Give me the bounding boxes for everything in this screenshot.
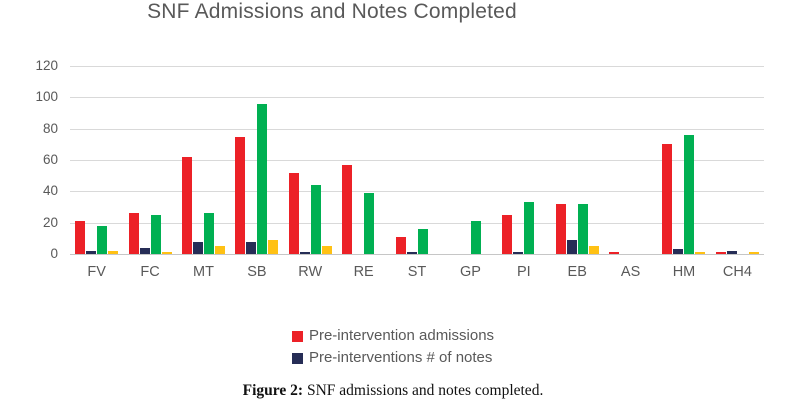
bar-group-st <box>390 66 443 254</box>
bar <box>97 225 108 254</box>
bar <box>86 250 97 254</box>
bar-group-rw <box>284 66 337 254</box>
x-tick-label-st: ST <box>407 264 427 280</box>
bar <box>310 185 321 254</box>
bar <box>288 172 299 254</box>
bar-series <box>70 66 764 254</box>
legend-label: Pre-interventions # of notes <box>308 349 493 366</box>
x-tick-label-hm: HM <box>672 264 696 280</box>
legend-stack: Pre-intervention admissions Pre-intervent… <box>291 326 495 368</box>
x-tick-label-mt: MT <box>193 264 214 280</box>
bar-group-gp <box>444 66 497 254</box>
bar <box>609 252 620 254</box>
gridline-60 <box>70 160 764 161</box>
bar <box>513 252 524 254</box>
bar <box>417 228 428 254</box>
y-tick-label: 80 <box>42 120 58 136</box>
x-tick-label-ch4: CH4 <box>722 264 752 280</box>
bar <box>395 236 406 254</box>
legend-item: Pre-intervention admissions <box>291 326 495 346</box>
y-tick-label: 0 <box>50 246 58 261</box>
x-tick-label-eb: EB <box>567 264 587 280</box>
bar <box>321 246 332 254</box>
bar-group-sb <box>230 66 283 254</box>
bar <box>684 134 695 254</box>
caption-label: Figure 2: <box>242 382 304 399</box>
x-axis-labels: FV FC MT SB RW RE ST GP PI EB AS HM CH4 <box>70 264 764 280</box>
bar <box>748 252 759 254</box>
x-tick-label-sb: SB <box>247 264 267 280</box>
bar-group-ch4 <box>711 66 764 254</box>
bar <box>75 221 86 254</box>
bar <box>150 214 161 254</box>
bar <box>364 192 375 254</box>
bar <box>726 250 737 254</box>
bar <box>235 136 246 254</box>
bar-group-fv <box>70 66 123 254</box>
bar-group-hm <box>657 66 710 254</box>
bar-group-as <box>604 66 657 254</box>
y-tick-label: 40 <box>42 183 58 199</box>
y-tick-label: 20 <box>42 214 58 230</box>
bar <box>715 252 726 254</box>
x-tick-label-pi: PI <box>516 264 531 280</box>
legend-label: Pre-intervention admissions <box>308 327 495 344</box>
x-tick-label-rw: RW <box>298 264 323 280</box>
bar <box>342 164 353 254</box>
bar <box>203 213 214 254</box>
bar <box>577 203 588 254</box>
bar <box>181 156 192 254</box>
bar <box>470 221 481 254</box>
bar <box>299 252 310 254</box>
bar <box>161 252 172 254</box>
gridline-20 <box>70 222 764 224</box>
bar <box>555 203 566 254</box>
x-tick-label-as: AS <box>620 264 641 280</box>
bar <box>662 144 673 254</box>
gridline-0 <box>70 254 764 255</box>
bar <box>673 249 684 254</box>
bar <box>257 103 268 254</box>
bar-group-re <box>337 66 390 254</box>
bar <box>108 250 119 254</box>
bar <box>139 247 150 254</box>
gridline-120 <box>70 66 764 67</box>
gridline-80 <box>70 128 764 130</box>
x-tick-label-gp: GP <box>459 264 481 280</box>
bar <box>695 252 706 254</box>
chart-title: SNF Admissions and Notes Completed <box>147 0 517 23</box>
legend-item: Pre-interventions # of notes <box>291 348 493 368</box>
plot-area <box>70 66 764 255</box>
bar <box>406 252 417 254</box>
bar-group-fc <box>123 66 176 254</box>
y-tick-label: 120 <box>35 58 58 73</box>
legend: Pre-intervention admissions Pre-intervent… <box>0 326 786 368</box>
bar <box>214 246 225 254</box>
bar <box>192 241 203 254</box>
legend-swatch-icon <box>291 352 303 364</box>
legend-swatch-icon <box>291 330 303 342</box>
bar <box>128 213 139 254</box>
gridline-40 <box>70 191 764 193</box>
bar <box>502 214 513 254</box>
figure-caption: Figure 2: SNF admissions and notes compl… <box>0 382 786 400</box>
y-axis-labels: 120 100 80 60 40 20 0 <box>0 58 58 261</box>
bar <box>524 202 535 254</box>
caption-text: SNF admissions and notes completed. <box>303 382 544 399</box>
x-tick-label-fv: FV <box>87 264 106 280</box>
bar-group-eb <box>551 66 604 254</box>
bar <box>268 239 279 254</box>
bar <box>588 246 599 254</box>
bar <box>246 241 257 254</box>
bar <box>566 239 577 254</box>
bar-group-mt <box>177 66 230 254</box>
bar-group-pi <box>497 66 550 254</box>
y-tick-label: 60 <box>42 152 58 167</box>
gridline-100 <box>70 97 764 99</box>
x-tick-label-fc: FC <box>140 264 160 280</box>
y-tick-label: 100 <box>35 89 58 105</box>
x-tick-label-re: RE <box>353 264 374 280</box>
